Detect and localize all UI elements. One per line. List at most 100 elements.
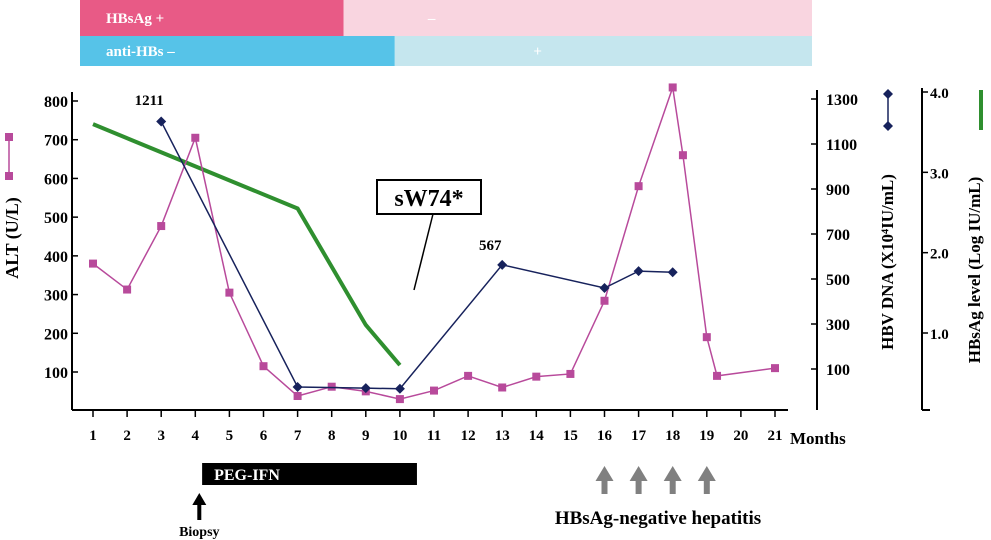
x-tick-label: 3	[157, 428, 165, 444]
hepatitis-arrow-head	[629, 466, 648, 481]
alt-point	[293, 392, 302, 401]
y-right1-axis-label: HBV DNA (X10⁴IU/mL)	[878, 174, 897, 350]
x-tick-label: 9	[362, 428, 370, 444]
x-tick-label: 5	[226, 428, 234, 444]
y-left-tick-label: 800	[44, 94, 68, 111]
hepatitis-arrow-shaft	[635, 478, 642, 494]
treatment-bar	[202, 463, 417, 485]
value-annotation: 567	[479, 238, 502, 254]
status-bar-label: HBsAg +	[106, 11, 164, 27]
value-annotation: 1211	[135, 93, 164, 109]
callout-pointer	[413, 213, 434, 291]
y-left-tick-label: 700	[44, 133, 68, 150]
hbv-dna-point	[360, 383, 371, 394]
hepatitis-arrow-shaft	[669, 478, 676, 494]
alt-point	[634, 182, 643, 191]
hepatitis-arrow-head	[697, 466, 716, 481]
hepatitis-arrow-shaft	[703, 478, 710, 494]
x-tick-label: 16	[597, 428, 613, 444]
x-tick-label: 20	[733, 428, 748, 444]
x-tick-label: 10	[392, 428, 407, 444]
alt-point	[678, 151, 687, 160]
hbv-dna-line	[160, 121, 400, 390]
y-left-tick-label: 400	[44, 249, 68, 266]
status-bars: HBsAg + – anti-HBs – +	[80, 0, 812, 66]
x-tick-label: 15	[563, 428, 578, 444]
status-bar-positive	[80, 0, 344, 36]
legend-dna-marker	[883, 121, 893, 131]
alt-point	[532, 372, 541, 381]
legend-alt-marker-top	[5, 133, 13, 141]
alt-point	[498, 383, 507, 392]
hbv-dna-point	[497, 259, 508, 270]
y-left-axis-label: ALT (U/L)	[2, 197, 23, 279]
hbv-dna-point	[394, 383, 405, 394]
biopsy-label: Biopsy	[179, 525, 219, 540]
hbv-dna-point	[633, 266, 644, 277]
y-left-tick-label: 100	[44, 365, 68, 382]
y-left-tick-label: 600	[44, 171, 68, 188]
x-tick-label: 21	[768, 428, 783, 444]
legend	[5, 89, 983, 180]
y-right1-tick-label: 100	[826, 362, 850, 379]
x-tick-label: 11	[427, 428, 441, 444]
alt-point	[702, 333, 711, 342]
legend-dna-marker	[883, 89, 893, 99]
alt-point	[123, 285, 132, 294]
alt-point	[713, 371, 722, 380]
alt-point	[327, 382, 336, 391]
alt-point	[157, 222, 166, 231]
hbv-dna-line	[399, 263, 673, 390]
alt-point	[259, 362, 268, 371]
status-bar-negative	[343, 0, 812, 36]
status-bar-positive	[80, 36, 395, 66]
alt-point	[430, 386, 438, 395]
annotations: 1211567sW74*PEG-IFNBiopsyHBsAg-negative …	[135, 93, 762, 540]
alt-point	[395, 395, 404, 404]
hepatitis-label: HBsAg-negative hepatitis	[555, 508, 761, 529]
x-tick-label: 19	[699, 428, 714, 444]
x-tick-label: 7	[294, 428, 302, 444]
x-tick-label: 14	[529, 428, 545, 444]
legend-alt-marker-bottom	[5, 172, 13, 180]
status-bar-label: anti-HBs –	[106, 44, 175, 60]
y-right1-tick-label: 1300	[826, 92, 858, 109]
y-right2-tick-label: 1.0	[930, 327, 949, 343]
y-right1-tick-label: 500	[826, 272, 850, 289]
x-tick-label: 17	[631, 428, 647, 444]
biopsy-arrow-head	[192, 493, 207, 505]
x-tick-label: 1	[89, 428, 97, 444]
alt-point	[566, 369, 575, 378]
x-tick-label: 13	[495, 428, 510, 444]
y-right2-tick-label: 4.0	[930, 86, 949, 102]
callout-text: sW74*	[394, 186, 463, 212]
alt-point	[464, 371, 473, 380]
status-bar-after-label: –	[427, 11, 436, 27]
y-right1-tick-label: 300	[826, 317, 850, 334]
alt-line	[92, 87, 776, 400]
hepatitis-arrow-head	[663, 466, 682, 481]
y-right2-tick-label: 3.0	[930, 166, 949, 182]
hbsag-line	[92, 122, 402, 367]
x-tick-label: 6	[260, 428, 268, 444]
alt-point	[771, 364, 779, 373]
x-tick-label: 12	[461, 428, 476, 444]
y-right2-tick-label: 2.0	[930, 247, 949, 263]
status-bar-negative	[394, 36, 812, 66]
alt-point	[600, 296, 609, 305]
alt-point	[191, 133, 200, 142]
series	[89, 83, 779, 404]
x-tick-label: 4	[192, 428, 200, 444]
y-right1-tick-label: 900	[826, 182, 850, 199]
alt-point	[225, 288, 234, 297]
x-axis-label: Months	[790, 429, 846, 448]
hepatitis-arrow-head	[595, 466, 614, 481]
x-tick-label: 18	[665, 428, 680, 444]
y-left-tick-label: 200	[44, 326, 68, 343]
hepatitis-arrow-shaft	[601, 478, 608, 494]
y-left-tick-label: 500	[44, 210, 68, 227]
y-right2-axis-label: HBsAg level (Log IU/mL)	[965, 177, 984, 364]
callout: sW74*	[376, 179, 482, 291]
hbv-dna-point	[667, 267, 678, 278]
